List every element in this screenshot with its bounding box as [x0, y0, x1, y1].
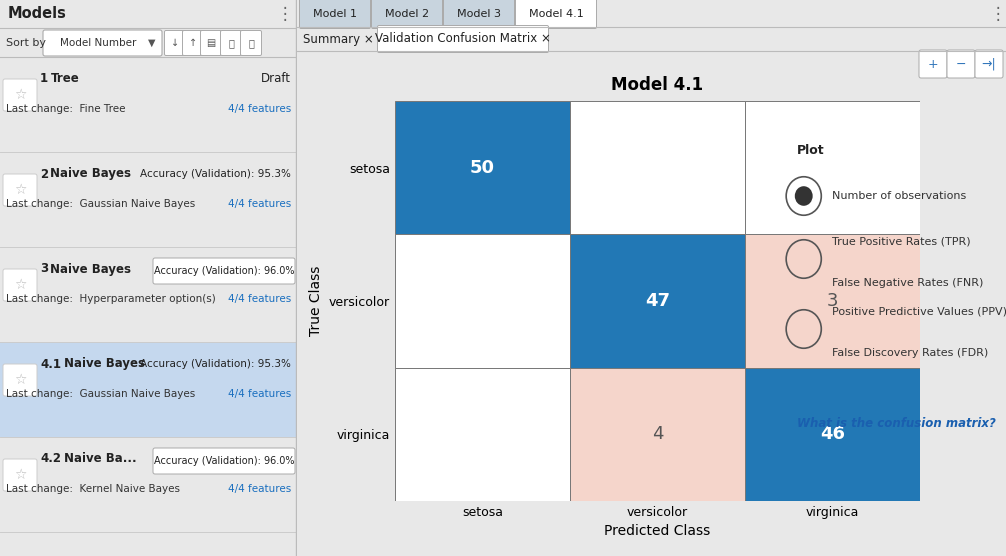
Text: Accuracy (Validation): 95.3%: Accuracy (Validation): 95.3%	[140, 169, 291, 179]
Bar	[0, 28, 297, 57]
Text: Model 4.1: Model 4.1	[528, 9, 583, 19]
Text: →|: →|	[982, 57, 996, 71]
Text: Accuracy (Validation): 96.0%: Accuracy (Validation): 96.0%	[154, 266, 294, 276]
Text: 2: 2	[40, 167, 48, 181]
Text: Tree: Tree	[50, 72, 79, 86]
Text: ⋮: ⋮	[277, 5, 294, 23]
Text: ☆: ☆	[14, 88, 26, 102]
Text: 4.2: 4.2	[40, 453, 61, 465]
Circle shape	[795, 186, 813, 206]
Text: Naive Bayes: Naive Bayes	[50, 167, 132, 181]
Text: 3: 3	[40, 262, 48, 276]
Text: 50: 50	[470, 158, 495, 177]
Text: 4.1: 4.1	[40, 358, 61, 370]
Text: ☆: ☆	[14, 183, 26, 197]
Text: Plot: Plot	[798, 143, 825, 156]
Text: 4/4 features: 4/4 features	[227, 294, 291, 304]
FancyBboxPatch shape	[515, 0, 597, 28]
Text: 46: 46	[820, 425, 845, 443]
Text: ▤: ▤	[206, 38, 215, 48]
Text: What is the confusion matrix?: What is the confusion matrix?	[798, 417, 996, 430]
FancyBboxPatch shape	[220, 31, 241, 56]
FancyBboxPatch shape	[182, 31, 203, 56]
Text: ☆: ☆	[14, 373, 26, 387]
FancyBboxPatch shape	[153, 448, 295, 474]
FancyBboxPatch shape	[3, 174, 37, 206]
Text: 🗑: 🗑	[248, 38, 254, 48]
FancyBboxPatch shape	[300, 0, 370, 28]
Bar	[745, 368, 920, 501]
Text: Model Number: Model Number	[59, 38, 136, 48]
Text: False Negative Rates (FNR): False Negative Rates (FNR)	[833, 279, 984, 289]
Text: −: −	[956, 57, 966, 71]
Text: Last change:  Kernel Naive Bayes: Last change: Kernel Naive Bayes	[6, 484, 180, 494]
Text: ↑: ↑	[189, 38, 197, 48]
Bar	[395, 101, 570, 234]
Text: ↓: ↓	[171, 38, 179, 48]
FancyBboxPatch shape	[975, 50, 1003, 78]
Text: ⋮: ⋮	[990, 5, 1006, 23]
Bar	[395, 368, 570, 501]
FancyBboxPatch shape	[153, 258, 295, 284]
Bar	[570, 234, 745, 368]
Bar	[395, 234, 570, 368]
Text: +: +	[928, 57, 939, 71]
FancyBboxPatch shape	[165, 31, 185, 56]
Text: 3: 3	[827, 292, 838, 310]
Text: 4: 4	[652, 425, 663, 443]
Text: Summary ×: Summary ×	[303, 32, 374, 46]
Text: Last change:  Hyperparameter option(s): Last change: Hyperparameter option(s)	[6, 294, 215, 304]
FancyBboxPatch shape	[240, 31, 262, 56]
Text: True Positive Rates (TPR): True Positive Rates (TPR)	[833, 236, 971, 246]
Bar	[0, 342, 297, 437]
Text: ▼: ▼	[148, 38, 156, 48]
Bar	[570, 101, 745, 234]
FancyBboxPatch shape	[3, 79, 37, 111]
FancyBboxPatch shape	[3, 459, 37, 491]
Text: False Discovery Rates (FDR): False Discovery Rates (FDR)	[833, 349, 989, 359]
Text: Accuracy (Validation): 96.0%: Accuracy (Validation): 96.0%	[154, 456, 294, 466]
Text: Last change:  Fine Tree: Last change: Fine Tree	[6, 104, 126, 114]
Text: 4/4 features: 4/4 features	[227, 199, 291, 209]
Text: Accuracy (Validation): 95.3%: Accuracy (Validation): 95.3%	[140, 359, 291, 369]
Text: Model 1: Model 1	[313, 9, 357, 19]
Text: 47: 47	[645, 292, 670, 310]
Text: Last change:  Gaussian Naive Bayes: Last change: Gaussian Naive Bayes	[6, 389, 195, 399]
Text: Naive Ba...: Naive Ba...	[63, 453, 136, 465]
Text: 4/4 features: 4/4 features	[227, 104, 291, 114]
Text: Model 3: Model 3	[457, 9, 501, 19]
FancyBboxPatch shape	[3, 269, 37, 301]
FancyBboxPatch shape	[919, 50, 947, 78]
Text: Model 2: Model 2	[385, 9, 430, 19]
FancyBboxPatch shape	[377, 26, 548, 52]
FancyBboxPatch shape	[3, 364, 37, 396]
Text: 4/4 features: 4/4 features	[227, 484, 291, 494]
Text: Naive Bayes: Naive Bayes	[50, 262, 132, 276]
Text: Positive Predictive Values (PPV): Positive Predictive Values (PPV)	[833, 306, 1006, 316]
Text: Last change:  Gaussian Naive Bayes: Last change: Gaussian Naive Bayes	[6, 199, 195, 209]
Bar	[570, 368, 745, 501]
Text: ⧉: ⧉	[228, 38, 234, 48]
FancyBboxPatch shape	[444, 0, 514, 28]
Text: ☆: ☆	[14, 278, 26, 292]
Text: Draft: Draft	[261, 72, 291, 86]
Bar	[745, 234, 920, 368]
FancyBboxPatch shape	[200, 31, 221, 56]
Text: 1: 1	[40, 72, 48, 86]
Title: Model 4.1: Model 4.1	[612, 76, 703, 94]
FancyBboxPatch shape	[947, 50, 975, 78]
Text: 4/4 features: 4/4 features	[227, 389, 291, 399]
Text: ☆: ☆	[14, 468, 26, 482]
Text: Naive Bayes: Naive Bayes	[63, 358, 145, 370]
Text: Models: Models	[8, 7, 66, 22]
X-axis label: Predicted Class: Predicted Class	[605, 524, 710, 538]
FancyBboxPatch shape	[371, 0, 443, 28]
Text: Validation Confusion Matrix ×: Validation Confusion Matrix ×	[375, 32, 551, 46]
Text: Number of observations: Number of observations	[833, 191, 967, 201]
Text: Sort by: Sort by	[6, 38, 46, 48]
FancyBboxPatch shape	[43, 30, 162, 56]
Bar	[0, 0, 297, 28]
Y-axis label: True Class: True Class	[310, 266, 324, 336]
Bar	[745, 101, 920, 234]
